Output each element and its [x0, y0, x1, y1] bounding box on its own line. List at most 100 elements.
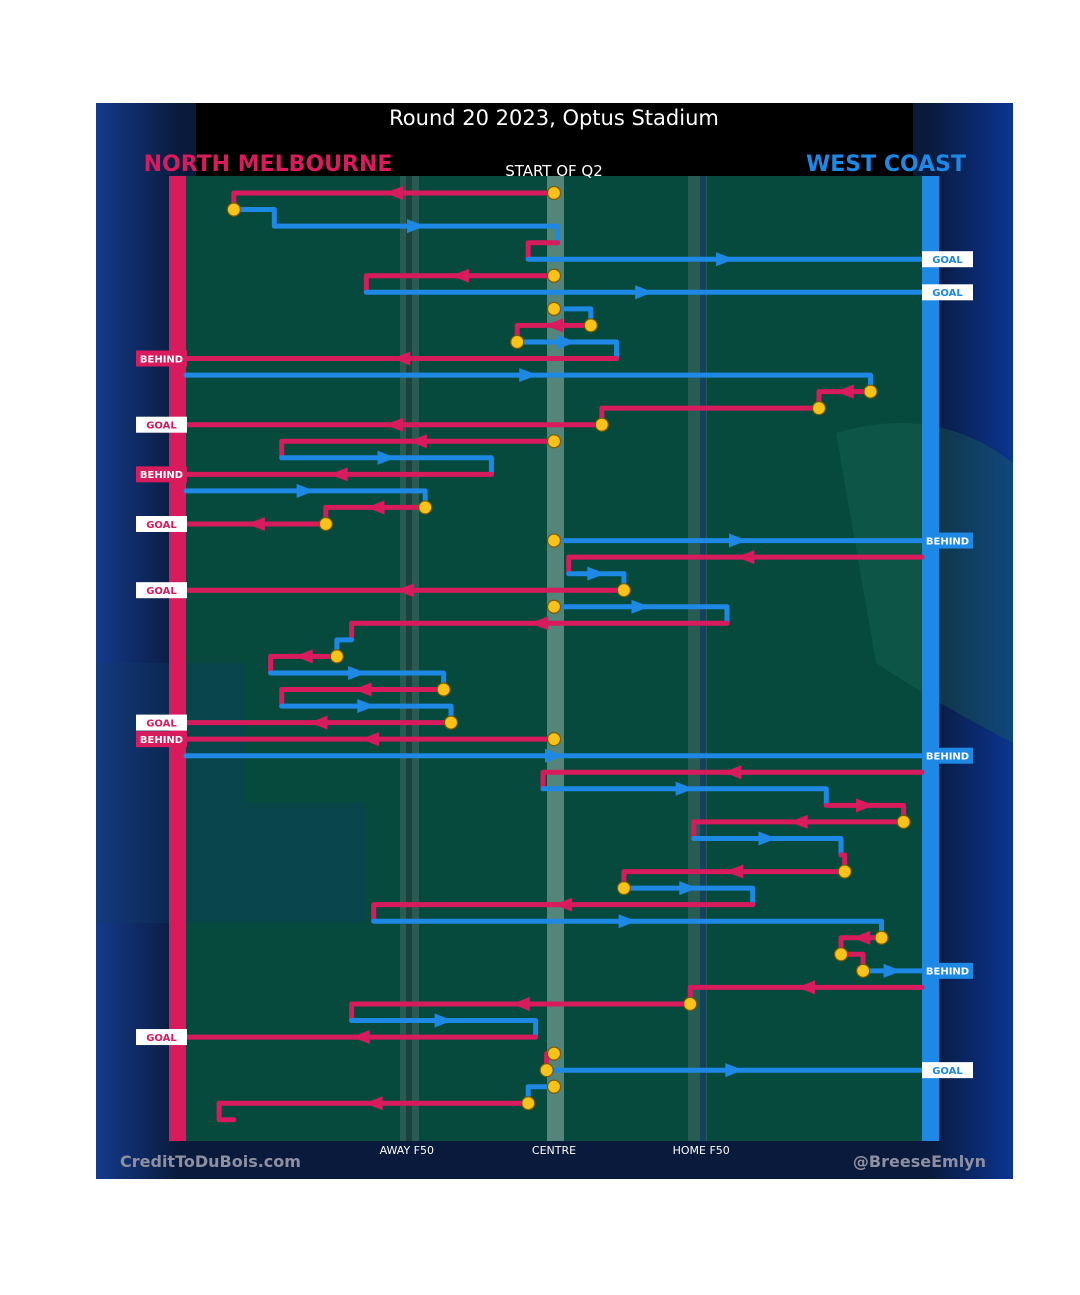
stoppage-marker-7-end: [510, 334, 525, 350]
title-bar: [196, 103, 913, 176]
stoppage-marker-52-start: [546, 1079, 562, 1094]
stoppage-marker-50-end: [539, 1063, 554, 1078]
stoppage-marker-11-end: [811, 401, 827, 416]
result-label-30: GOAL: [136, 714, 187, 731]
chain-arrow-4: [451, 268, 470, 283]
centre-band: [547, 176, 564, 1141]
chain-arrow-48: [434, 1013, 453, 1028]
chain-arrow-33: [723, 765, 742, 780]
svg-text:GOAL: GOAL: [146, 520, 177, 531]
chain-segment-23: [551, 604, 730, 626]
chain-arrow-24: [530, 616, 549, 631]
chain-arrow-53: [364, 1096, 383, 1111]
away-f50-band-dark: [406, 176, 412, 1141]
stoppage-marker-29-end: [443, 715, 459, 730]
chain-arrow-19: [729, 533, 747, 548]
stoppage-marker-27-end: [436, 682, 451, 697]
result-label-49: GOAL: [136, 1029, 187, 1046]
chain-segment-1: [231, 207, 561, 246]
chain-arrow-36: [789, 814, 808, 829]
svg-text:GOAL: GOAL: [932, 288, 963, 299]
stoppage-marker-46-end: [683, 996, 698, 1012]
svg-text:GOAL: GOAL: [146, 718, 177, 729]
chain-segment-14: [279, 455, 494, 477]
chain-arrow-21: [587, 566, 606, 581]
north-goal-line: [169, 176, 186, 1141]
chain-segment-24: [349, 620, 730, 643]
stoppage-marker-6-start: [546, 301, 562, 316]
x-axis-ticks: AWAY F50 CENTRE HOME F50: [380, 1144, 730, 1157]
stoppage-marker-25-end: [329, 649, 344, 664]
chain-arrow-8: [557, 334, 576, 349]
chain-segment-48: [349, 1018, 539, 1040]
chain-segment-37: [691, 836, 844, 858]
stoppage-marker-42-end: [874, 930, 889, 945]
stoppage-marker-52-end: [521, 1096, 536, 1111]
result-label-31: BEHIND: [136, 731, 187, 748]
chain-segment-33: [540, 769, 925, 792]
chain-arrow-23: [631, 599, 650, 614]
chain-arrow-37: [758, 831, 777, 846]
chain-arrow-16: [296, 483, 315, 498]
chain-arrow-40: [679, 881, 698, 896]
chain-arrow-26: [294, 649, 313, 664]
stoppage-marker-6-end: [583, 318, 598, 333]
svg-text:GOAL: GOAL: [932, 1066, 963, 1077]
x-tick-label-2: HOME F50: [673, 1144, 730, 1157]
stoppage-marker-21-end: [616, 583, 632, 598]
svg-text:GOAL: GOAL: [932, 255, 963, 266]
x-tick-label-1: CENTRE: [532, 1144, 576, 1157]
chain-arrow-51: [725, 1063, 744, 1078]
credit-right: @BreeseEmlyn: [853, 1152, 986, 1171]
chain-arrow-12: [384, 417, 403, 432]
chain-arrow-35: [855, 798, 874, 813]
chain-arrow-5: [635, 285, 654, 300]
chain-arrow-11: [835, 384, 854, 399]
svg-text:GOAL: GOAL: [146, 586, 177, 597]
chain-arrow-46: [797, 980, 816, 995]
svg-text:BEHIND: BEHIND: [926, 536, 969, 547]
stoppage-marker-13-start: [546, 434, 562, 449]
chain-arrow-1: [407, 219, 425, 234]
result-label-45: BEHIND: [922, 962, 973, 979]
chain-segment-13: [279, 438, 557, 461]
svg-text:BEHIND: BEHIND: [140, 735, 183, 746]
chain-arrow-15: [329, 467, 348, 482]
chain-arrow-7: [545, 318, 563, 333]
chain-segment-47: [349, 1001, 693, 1023]
stoppage-marker-19-start: [546, 533, 562, 548]
chain-arrow-47: [511, 996, 530, 1011]
result-labels: GOAL GOAL BEHIND GOAL BEHIND GOAL BEHIND GOAL GO…: [136, 251, 973, 1079]
svg-text:GOAL: GOAL: [146, 1033, 177, 1044]
chain-segment-4: [363, 273, 557, 295]
home-f50-band-dark: [700, 176, 706, 1141]
chain-segment-26: [268, 653, 340, 676]
chain-arrow-10: [519, 368, 538, 383]
chain-segment-2: [525, 240, 561, 262]
chain-arrow-17: [366, 500, 385, 515]
chain-arrow-20: [736, 550, 755, 565]
result-label-15: BEHIND: [136, 466, 187, 483]
stoppage-marker-31-start: [546, 732, 562, 747]
result-label-3: GOAL: [922, 251, 973, 268]
stoppage-marker-50-start: [546, 1046, 562, 1061]
result-label-12: GOAL: [136, 416, 187, 433]
chain-arrow-32: [545, 748, 563, 763]
svg-text:BEHIND: BEHIND: [926, 967, 969, 978]
stoppage-markers: [226, 185, 911, 1111]
chain-arrow-9: [392, 351, 411, 366]
result-label-32: BEHIND: [922, 747, 973, 764]
result-label-9: BEHIND: [136, 350, 187, 367]
svg-text:BEHIND: BEHIND: [140, 470, 183, 481]
chain-segment-34: [540, 786, 829, 808]
svg-text:BEHIND: BEHIND: [140, 354, 183, 365]
chain-chart: Round 20 2023, Optus Stadium NORTH MELBO…: [96, 103, 1013, 1179]
credit-left: CreditToDuBois.com: [120, 1152, 301, 1171]
stoppage-marker-4-start: [546, 268, 562, 283]
result-label-22: GOAL: [136, 582, 187, 599]
chain-arrow-49: [351, 1030, 370, 1045]
stoppage-marker-0-end: [226, 202, 241, 217]
stoppage-marker-40-start: [616, 880, 632, 896]
svg-text:GOAL: GOAL: [146, 421, 177, 432]
chain-segment-40: [621, 885, 756, 908]
